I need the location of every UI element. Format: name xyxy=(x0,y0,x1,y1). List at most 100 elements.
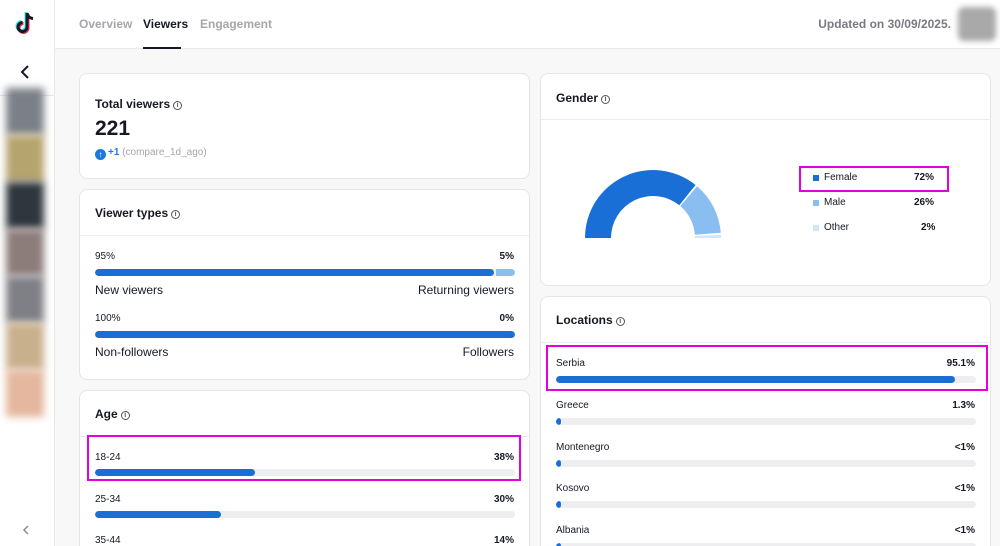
other-segment xyxy=(694,234,721,238)
avatar[interactable] xyxy=(958,7,996,41)
active-tab-indicator xyxy=(143,47,181,49)
viewer-type-bar xyxy=(95,269,515,276)
location-bar-fill xyxy=(556,418,562,425)
age-bar xyxy=(95,511,515,518)
followers-pct: 0% xyxy=(499,313,514,324)
location-bar xyxy=(556,501,976,508)
location-bar-fill xyxy=(556,460,562,467)
location-pct: <1% xyxy=(954,525,975,536)
age-bar xyxy=(95,469,515,476)
male-pct: 26% xyxy=(914,197,935,208)
age-row-pct: 30% xyxy=(493,494,514,505)
age-bar-fill xyxy=(95,511,221,518)
top-bar: Overview Viewers Engagement Updated on 3… xyxy=(55,0,1000,49)
info-icon[interactable]: i xyxy=(171,210,181,219)
female-pct: 72% xyxy=(914,172,935,183)
location-bar-fill xyxy=(556,543,562,546)
age-row-label: 35-44 xyxy=(95,535,121,546)
divider xyxy=(80,436,529,437)
video-thumbnail[interactable] xyxy=(6,182,44,229)
age-row-pct: 14% xyxy=(493,535,514,546)
location-pct: <1% xyxy=(954,483,975,494)
locations-title: Locations xyxy=(556,313,613,327)
video-thumbnail[interactable] xyxy=(6,276,44,323)
card-title: Viewer types i xyxy=(95,206,181,220)
video-thumbnail[interactable] xyxy=(6,323,44,370)
total-viewers-value: 221 xyxy=(95,117,131,140)
video-thumbnail[interactable] xyxy=(6,135,44,182)
video-thumbnail[interactable] xyxy=(6,370,44,417)
location-bar xyxy=(556,543,976,546)
tab-overview[interactable]: Overview xyxy=(79,17,133,31)
location-label: Montenegro xyxy=(556,442,610,453)
age-title: Age xyxy=(95,407,118,421)
location-bar xyxy=(556,460,976,467)
card-title: Locations i xyxy=(556,313,625,327)
location-bar xyxy=(556,418,976,425)
compare-delta: ↑ +1 (compare_1d_ago) xyxy=(95,147,207,160)
gender-card: Gender i Female 72% Male 26% Other 2% xyxy=(540,73,991,286)
left-rail xyxy=(0,0,55,546)
info-icon[interactable]: i xyxy=(615,317,625,326)
non-followers-label: Non-followers xyxy=(95,345,169,359)
location-label: Albania xyxy=(556,525,590,536)
arrow-up-icon: ↑ xyxy=(95,149,106,160)
non-followers-fill xyxy=(95,331,515,338)
divider xyxy=(541,119,990,120)
age-row-label: 25-34 xyxy=(95,494,121,505)
divider xyxy=(541,342,990,343)
collapse-chevron-icon[interactable] xyxy=(19,522,33,538)
card-title: Total viewers i xyxy=(95,97,183,111)
location-bar-fill xyxy=(556,501,562,508)
total-viewers-title: Total viewers xyxy=(95,97,171,111)
location-bar xyxy=(556,376,976,383)
other-pct: 2% xyxy=(921,222,936,233)
non-followers-pct: 100% xyxy=(95,313,121,324)
info-icon[interactable]: i xyxy=(601,95,611,104)
male-segment xyxy=(680,186,721,235)
compare-label: (compare_1d_ago) xyxy=(122,147,207,158)
video-thumbnail-list xyxy=(6,88,44,417)
delta-value: +1 xyxy=(108,147,120,158)
info-icon[interactable]: i xyxy=(173,101,183,110)
returning-viewers-label: Returning viewers xyxy=(417,283,514,297)
location-pct: 95.1% xyxy=(946,358,975,369)
age-card: Age i 18-24 38% 25-34 30% 35-44 14% xyxy=(79,390,530,546)
female-legend-dot xyxy=(813,175,819,181)
other-label: Other xyxy=(824,222,850,233)
viewer-types-title: Viewer types xyxy=(95,206,169,220)
returning-viewers-fill xyxy=(495,269,515,276)
new-viewers-label: New viewers xyxy=(95,283,164,297)
age-row-label: 18-24 xyxy=(95,452,121,463)
tiktok-logo[interactable] xyxy=(14,11,36,37)
other-legend-dot xyxy=(813,225,819,231)
card-title: Gender i xyxy=(556,91,611,105)
location-label: Greece xyxy=(556,400,589,411)
location-label: Serbia xyxy=(556,358,585,369)
location-pct: <1% xyxy=(954,442,975,453)
male-legend-dot xyxy=(813,200,819,206)
returning-viewers-pct: 5% xyxy=(499,251,514,262)
location-label: Kosovo xyxy=(556,483,590,494)
card-title: Age i xyxy=(95,407,130,421)
follower-type-bar xyxy=(95,331,515,338)
gender-donut-chart xyxy=(585,170,721,238)
info-icon[interactable]: i xyxy=(120,411,130,420)
total-viewers-card: Total viewers i 221 ↑ +1 (compare_1d_ago) xyxy=(79,73,530,179)
female-segment xyxy=(585,170,696,238)
tab-viewers[interactable]: Viewers xyxy=(143,17,189,31)
updated-timestamp: Updated on 30/09/2025. xyxy=(818,17,951,31)
new-viewers-fill xyxy=(95,269,494,276)
video-thumbnail[interactable] xyxy=(6,88,44,135)
video-thumbnail[interactable] xyxy=(6,229,44,276)
divider xyxy=(80,235,529,236)
location-pct: 1.3% xyxy=(952,400,975,411)
locations-card: Locations i Serbia 95.1% Greece 1.3% Mont… xyxy=(540,296,991,546)
followers-label: Followers xyxy=(462,345,514,359)
location-bar-fill xyxy=(556,376,956,383)
age-row-pct: 38% xyxy=(493,452,514,463)
new-viewers-pct: 95% xyxy=(95,251,116,262)
back-chevron-icon[interactable] xyxy=(17,63,35,81)
viewer-types-card: Viewer types i 95% 5% New viewers Returni… xyxy=(79,189,530,380)
tab-engagement[interactable]: Engagement xyxy=(200,17,273,31)
